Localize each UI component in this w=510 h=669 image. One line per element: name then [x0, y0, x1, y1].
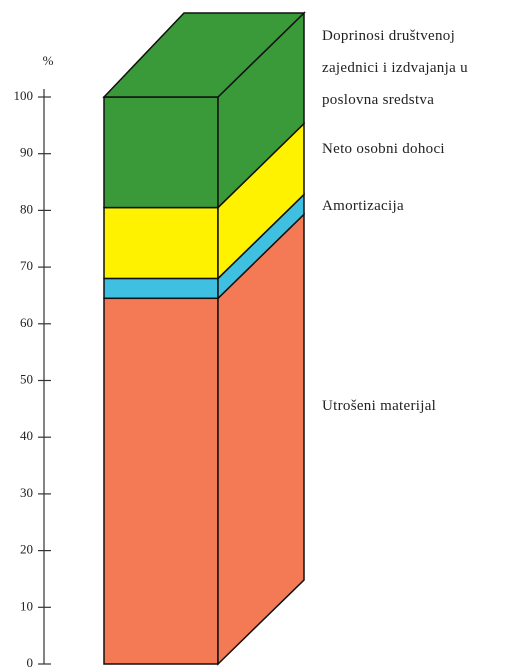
legend-label: Amortizacija — [322, 198, 404, 214]
bar-segment — [103, 297, 219, 665]
y-tick-label: 60 — [20, 315, 33, 330]
y-tick-label: 70 — [20, 258, 33, 273]
y-tick-label: 90 — [20, 145, 33, 160]
y-tick-label: 100 — [14, 88, 34, 103]
bar-segment — [103, 96, 219, 209]
y-tick-label: 0 — [27, 655, 34, 669]
y-tick-label: 80 — [20, 201, 33, 216]
y-tick-label: 20 — [20, 542, 33, 557]
bar-segment — [103, 277, 219, 300]
bar-segment — [103, 206, 219, 280]
y-tick-label: 10 — [20, 598, 33, 613]
legend-label: Utrošeni materijal — [322, 398, 437, 414]
legend-label: Doprinosi društvenoj zajednici i izdvaja… — [322, 28, 468, 108]
axis-label: % — [43, 53, 54, 68]
legend-label: Neto osobni dohoci — [322, 141, 445, 157]
bar-top — [102, 12, 306, 98]
y-tick-label: 40 — [20, 428, 33, 443]
y-tick-label: 50 — [20, 371, 33, 386]
y-tick-label: 30 — [20, 485, 33, 500]
